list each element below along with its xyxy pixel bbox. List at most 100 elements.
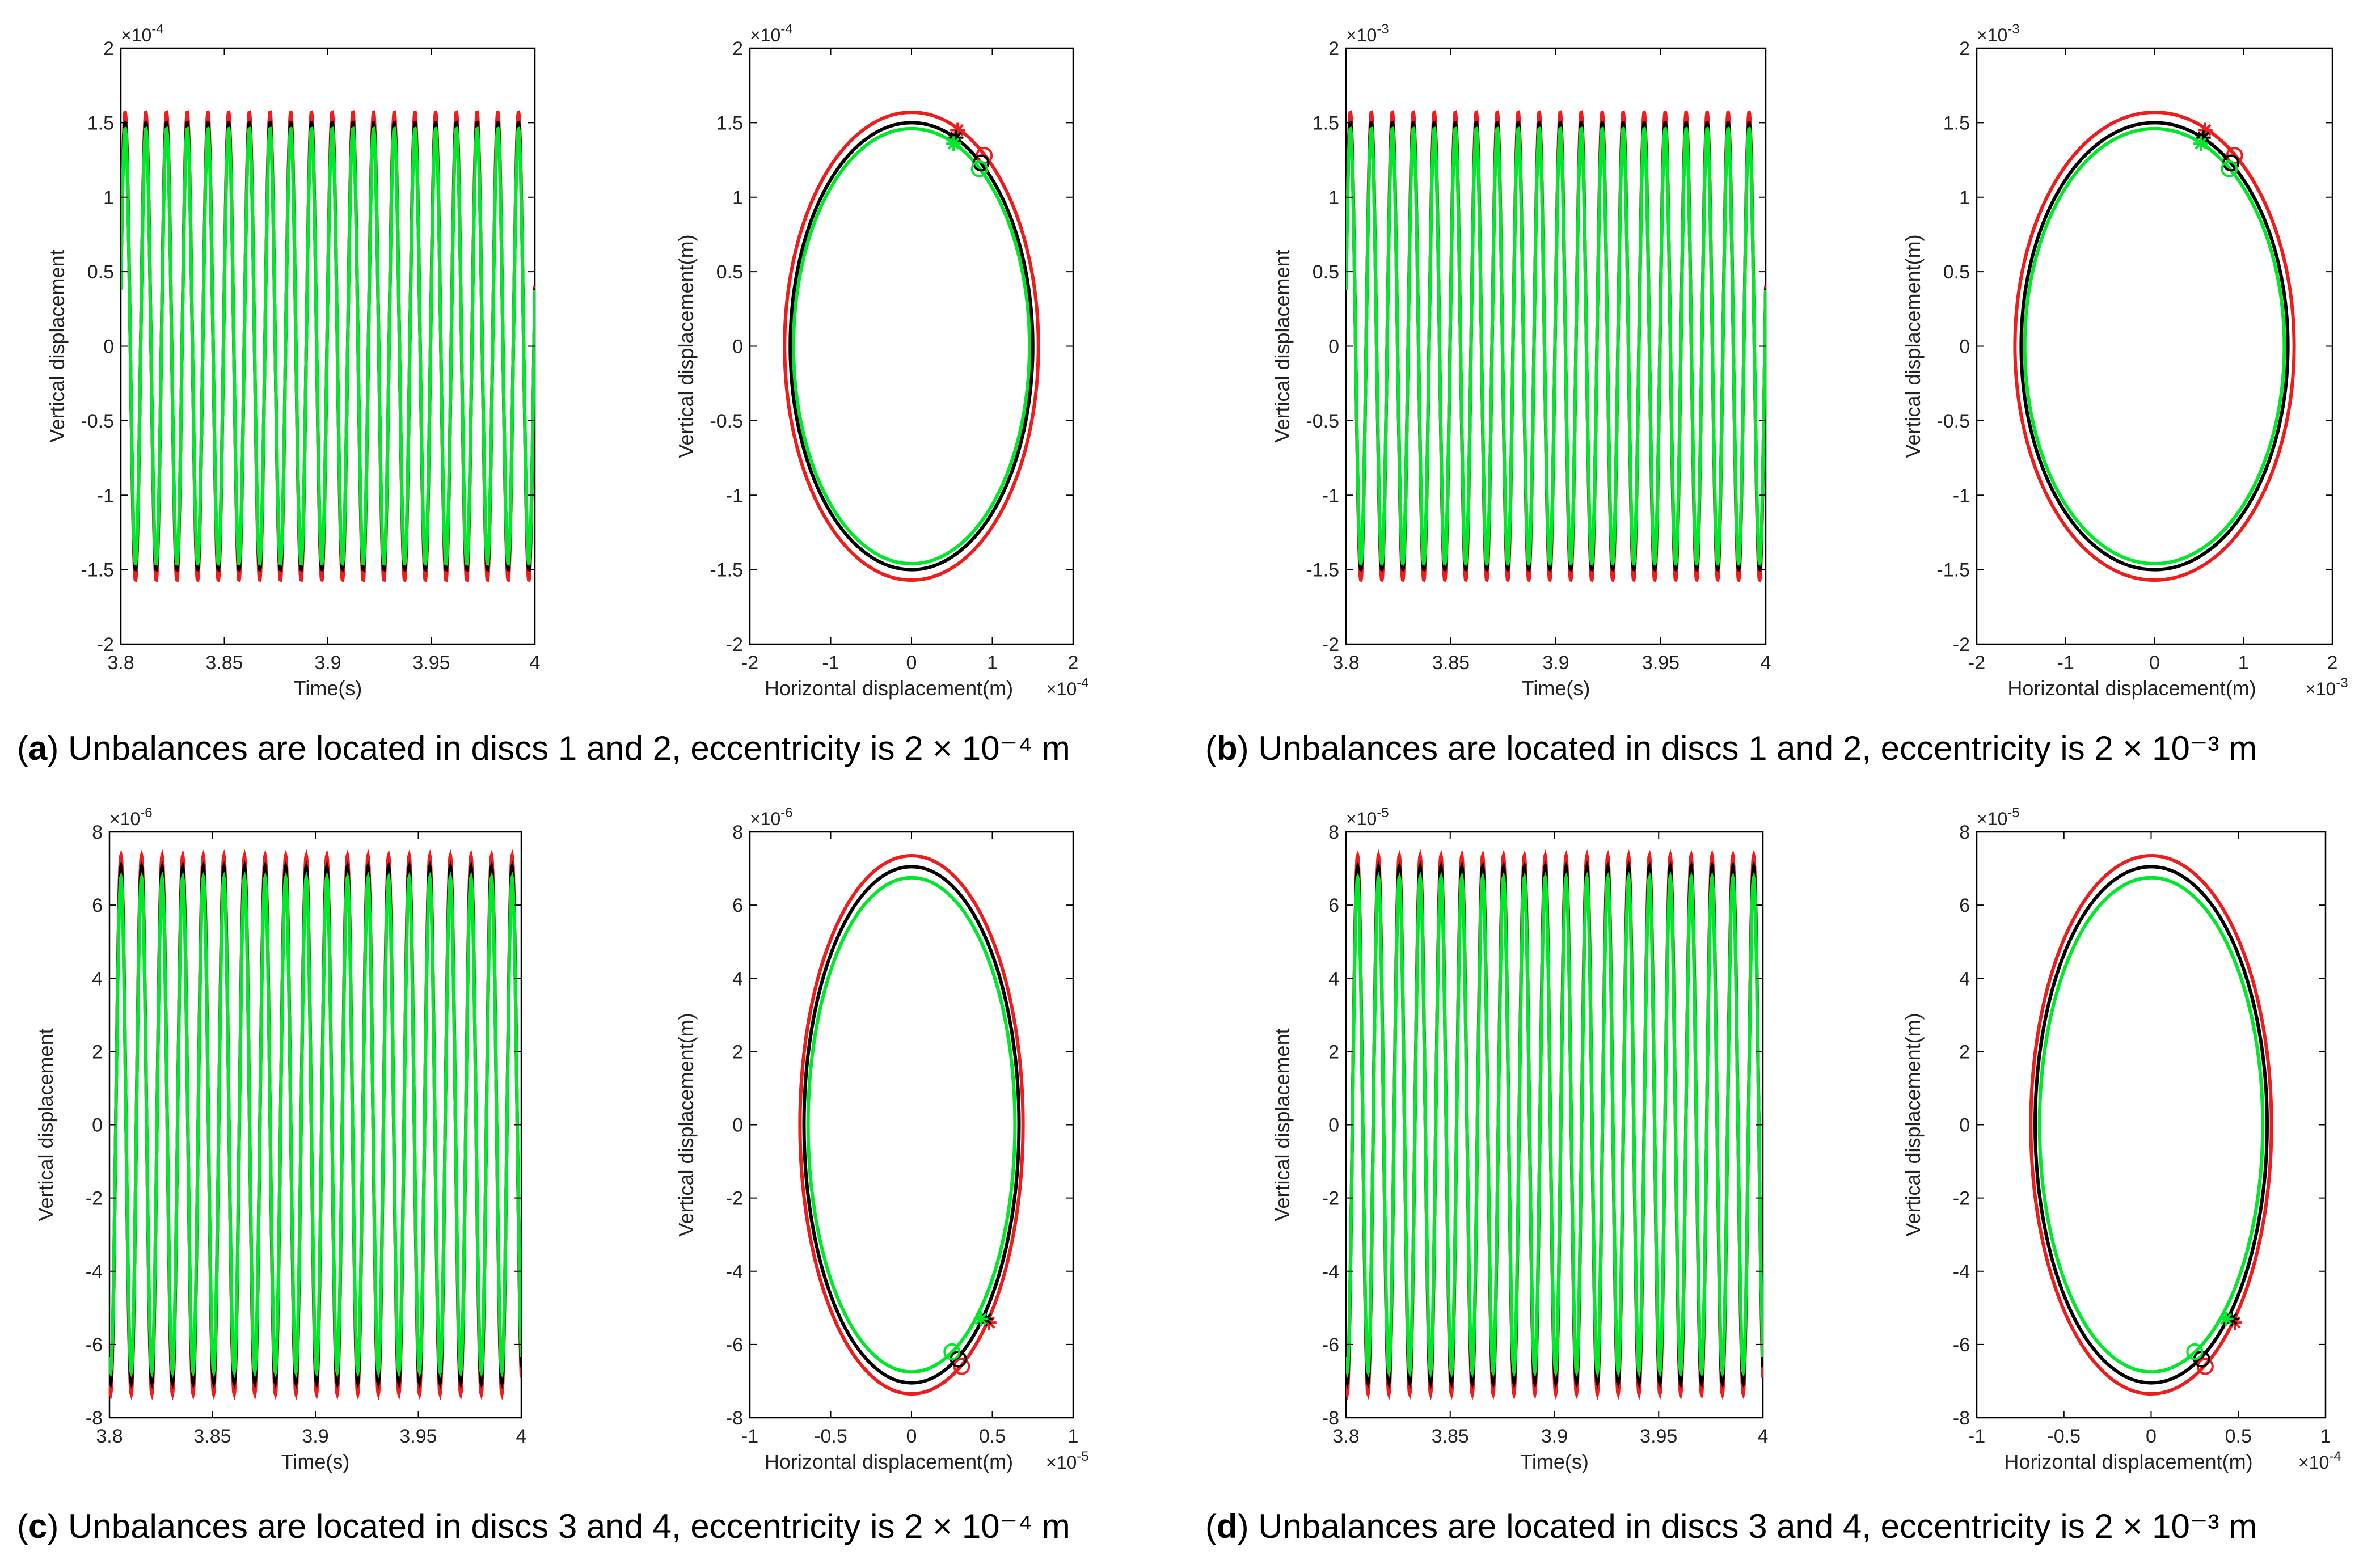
y-tick-label: 2 (732, 1041, 743, 1063)
y-multiplier-base: ×10 (121, 25, 151, 45)
y-tick-label: 1 (732, 187, 743, 209)
y-multiplier-base: ×10 (1346, 25, 1377, 45)
x-tick-label: 0 (2146, 1426, 2157, 1447)
x-axis-label: Time(s) (294, 677, 362, 700)
y-tick-label: -2 (726, 1188, 743, 1210)
chart-c-orbit: -1 -0.5 0 0.5 1-8-6-4-202468×10-6×10-5Horizo… (674, 805, 1089, 1473)
series-line-green (109, 871, 521, 1379)
y-axis-label: Vertical displacement (45, 250, 69, 442)
x-multiplier-exponent: -5 (1077, 1449, 1088, 1464)
y-multiplier: ×10-4 (750, 22, 793, 45)
y-tick-label: 2 (732, 38, 743, 60)
orbit-green (2037, 876, 2265, 1374)
chart-c-time: 3.8 3.85 3.9 3.95 4-8-6-4-202468×10-6Time(s)… (34, 805, 526, 1473)
star-marker-green (946, 136, 961, 151)
x-multiplier-base: ×10 (2305, 679, 2336, 699)
plot-area (783, 110, 1040, 582)
y-axis-label: Vertical displacement(m) (1901, 234, 1925, 458)
x-tick-label: -1 (741, 1426, 758, 1447)
y-tick-label: 6 (732, 895, 743, 916)
y-tick-label: -0.5 (710, 411, 743, 432)
y-tick-label: 4 (1959, 968, 1970, 990)
y-tick-label: -1 (97, 485, 114, 506)
x-tick-label: 4 (1758, 1426, 1769, 1447)
x-multiplier-base: ×10 (2298, 1452, 2329, 1473)
y-tick-label: 8 (732, 822, 743, 843)
y-multiplier-base: ×10 (1346, 809, 1377, 829)
plot-area (2029, 853, 2273, 1396)
y-multiplier-exponent: -4 (151, 22, 163, 37)
circle-marker-green (2186, 1343, 2204, 1360)
x-tick-label: 4 (1761, 652, 1771, 674)
x-tick-label: -2 (1968, 652, 1985, 674)
orbit-red (798, 853, 1025, 1396)
y-multiplier: ×10-3 (1346, 22, 1389, 45)
y-tick-label: 1.5 (1313, 112, 1339, 134)
x-tick-label: 4 (530, 652, 541, 674)
x-multiplier-exponent: -4 (2329, 1449, 2341, 1464)
y-tick-label: 2 (1328, 1041, 1339, 1063)
x-multiplier: ×10-4 (2298, 1449, 2341, 1473)
caption-d-letter: d (1217, 1507, 1238, 1545)
x-tick-label: 0 (2149, 652, 2160, 674)
caption-c: (c) Unbalances are located in discs 3 an… (17, 1507, 1070, 1545)
y-tick-label: 1.5 (716, 112, 743, 134)
y-multiplier-base: ×10 (750, 809, 780, 829)
y-tick-label: -2 (97, 634, 114, 656)
y-tick-label: 0 (1328, 1115, 1339, 1136)
y-multiplier: ×10-3 (1977, 22, 2020, 45)
x-tick-label: 1 (987, 652, 998, 674)
y-tick-label: 2 (103, 38, 114, 60)
series-line-green (1346, 126, 1766, 566)
plot-frame (1976, 831, 2327, 1419)
y-tick-label: -2 (86, 1188, 103, 1210)
caption-b-text: ) Unbalances are located in discs 1 and … (1238, 729, 2257, 767)
x-tick-label: 3.8 (107, 652, 134, 674)
x-multiplier-base: ×10 (1046, 1452, 1077, 1473)
y-tick-label: 2 (1959, 38, 1970, 60)
x-axis-label: Horizontal displacement(m) (765, 677, 1013, 700)
x-multiplier: ×10-5 (1046, 1449, 1089, 1473)
chart-d-time: 3.8 3.85 3.9 3.95 4 -8 -6 -4 -2 0 2 4 6 8 ×10-5 Time(s)… (1271, 805, 1768, 1473)
x-axis-label: Horizontal displacement(m) (2004, 1450, 2252, 1473)
y-multiplier-base: ×10 (750, 25, 780, 45)
x-axis-label: Time(s) (1522, 677, 1590, 700)
orbit-green (806, 876, 1017, 1374)
x-multiplier: ×10-4 (1046, 675, 1089, 699)
x-tick-label: 3.9 (1541, 1426, 1568, 1447)
y-tick-label: -1 (1322, 485, 1339, 506)
y-tick-label: 1 (1328, 187, 1339, 209)
y-tick-label: 8 (92, 822, 103, 843)
x-tick-label: -2 (741, 652, 758, 674)
y-tick-label: 0 (103, 336, 114, 358)
x-tick-label: 3.85 (1432, 652, 1470, 674)
y-multiplier-exponent: -4 (780, 22, 792, 37)
y-multiplier: ×10-5 (1977, 805, 2020, 829)
x-tick-label: 3.9 (1542, 652, 1569, 674)
y-tick-label: -8 (86, 1407, 103, 1429)
star-marker-green (2193, 136, 2209, 151)
plot-frame (1976, 47, 2333, 645)
x-tick-label: 3.85 (205, 652, 243, 674)
y-tick-label: -1.5 (710, 560, 743, 581)
x-tick-label: 3.95 (1640, 1426, 1677, 1447)
x-tick-label: 3.85 (1432, 1426, 1469, 1447)
y-tick-label: -6 (726, 1334, 743, 1356)
y-tick-label: -4 (726, 1261, 743, 1283)
caption-a-text: ) Unbalances are located in discs 1 and … (47, 729, 1070, 767)
plot-area (1346, 110, 1766, 582)
y-tick-label: 2 (1328, 38, 1339, 60)
y-tick-label: -2 (1953, 1188, 1970, 1210)
y-tick-label: -1 (726, 485, 743, 506)
caption-b: (b) Unbalances are located in discs 1 an… (1205, 729, 2257, 767)
x-tick-label: -1 (822, 652, 839, 674)
x-tick-label: 3.9 (302, 1426, 328, 1447)
y-multiplier-exponent: -6 (780, 805, 792, 821)
y-axis-label: Vertical displacement (1271, 1028, 1294, 1221)
y-tick-label: -2 (1322, 1188, 1339, 1210)
y-tick-label: -1.5 (1306, 560, 1339, 581)
y-tick-label: -0.5 (81, 411, 114, 432)
y-tick-label: 1.5 (87, 112, 114, 134)
y-tick-label: 6 (92, 895, 103, 916)
